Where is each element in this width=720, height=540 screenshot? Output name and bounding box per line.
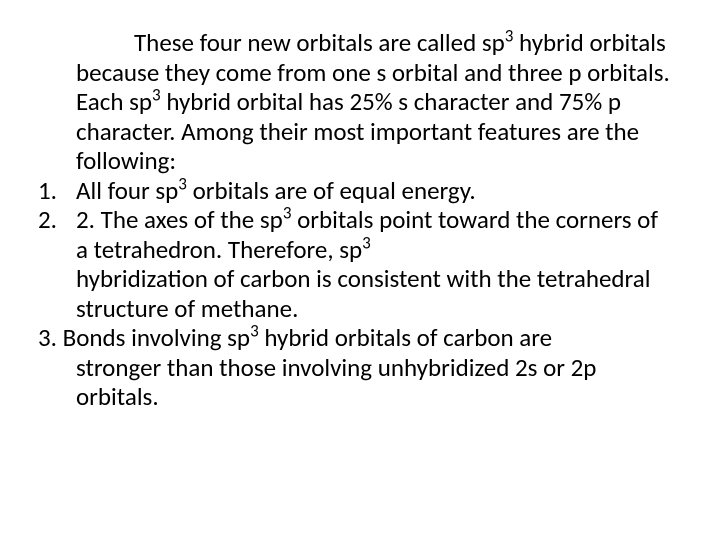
sup: 3 <box>250 321 259 342</box>
item-text: hybrid orbitals of carbon are <box>259 322 552 353</box>
intro-text: These four new orbitals are called sp <box>134 27 505 58</box>
item-text: 2. The axes of the sp <box>76 204 283 235</box>
item-text-cont: stronger than those involving unhybridiz… <box>38 353 672 412</box>
intro-text: hybrid orbital has <box>161 86 344 117</box>
sup: 3 <box>152 85 161 106</box>
intro-paragraph: These four new orbitals are called sp 3 h… <box>38 28 672 176</box>
item-text: hybridization of carbon is consistent wi… <box>76 263 531 294</box>
list-item-2: 2. 2. The axes of the sp 3 orbitals point… <box>38 205 672 323</box>
list-body: 2. The axes of the sp 3 orbitals point to… <box>76 205 672 323</box>
list-number: 1. <box>38 176 76 206</box>
item-text: stronger than those involving unhybridiz… <box>76 352 565 383</box>
list-item-3: 3. Bonds involving sp3 hybrid orbitals o… <box>38 323 672 412</box>
list-number: 2. <box>38 205 76 323</box>
sup: 3 <box>362 232 371 253</box>
list-body: All four sp3 orbitals are of equal energ… <box>76 176 672 206</box>
sup: 3 <box>178 173 187 194</box>
item-text: orbitals are of equal energy. <box>187 175 476 206</box>
list-item-1: 1. All four sp3 orbitals are of equal en… <box>38 176 672 206</box>
intro-text: hybrid <box>513 27 583 58</box>
item-text: orbitals point toward the <box>291 204 550 235</box>
item-text: All four sp <box>76 175 178 206</box>
item-text: 3. Bonds involving sp <box>38 322 250 353</box>
